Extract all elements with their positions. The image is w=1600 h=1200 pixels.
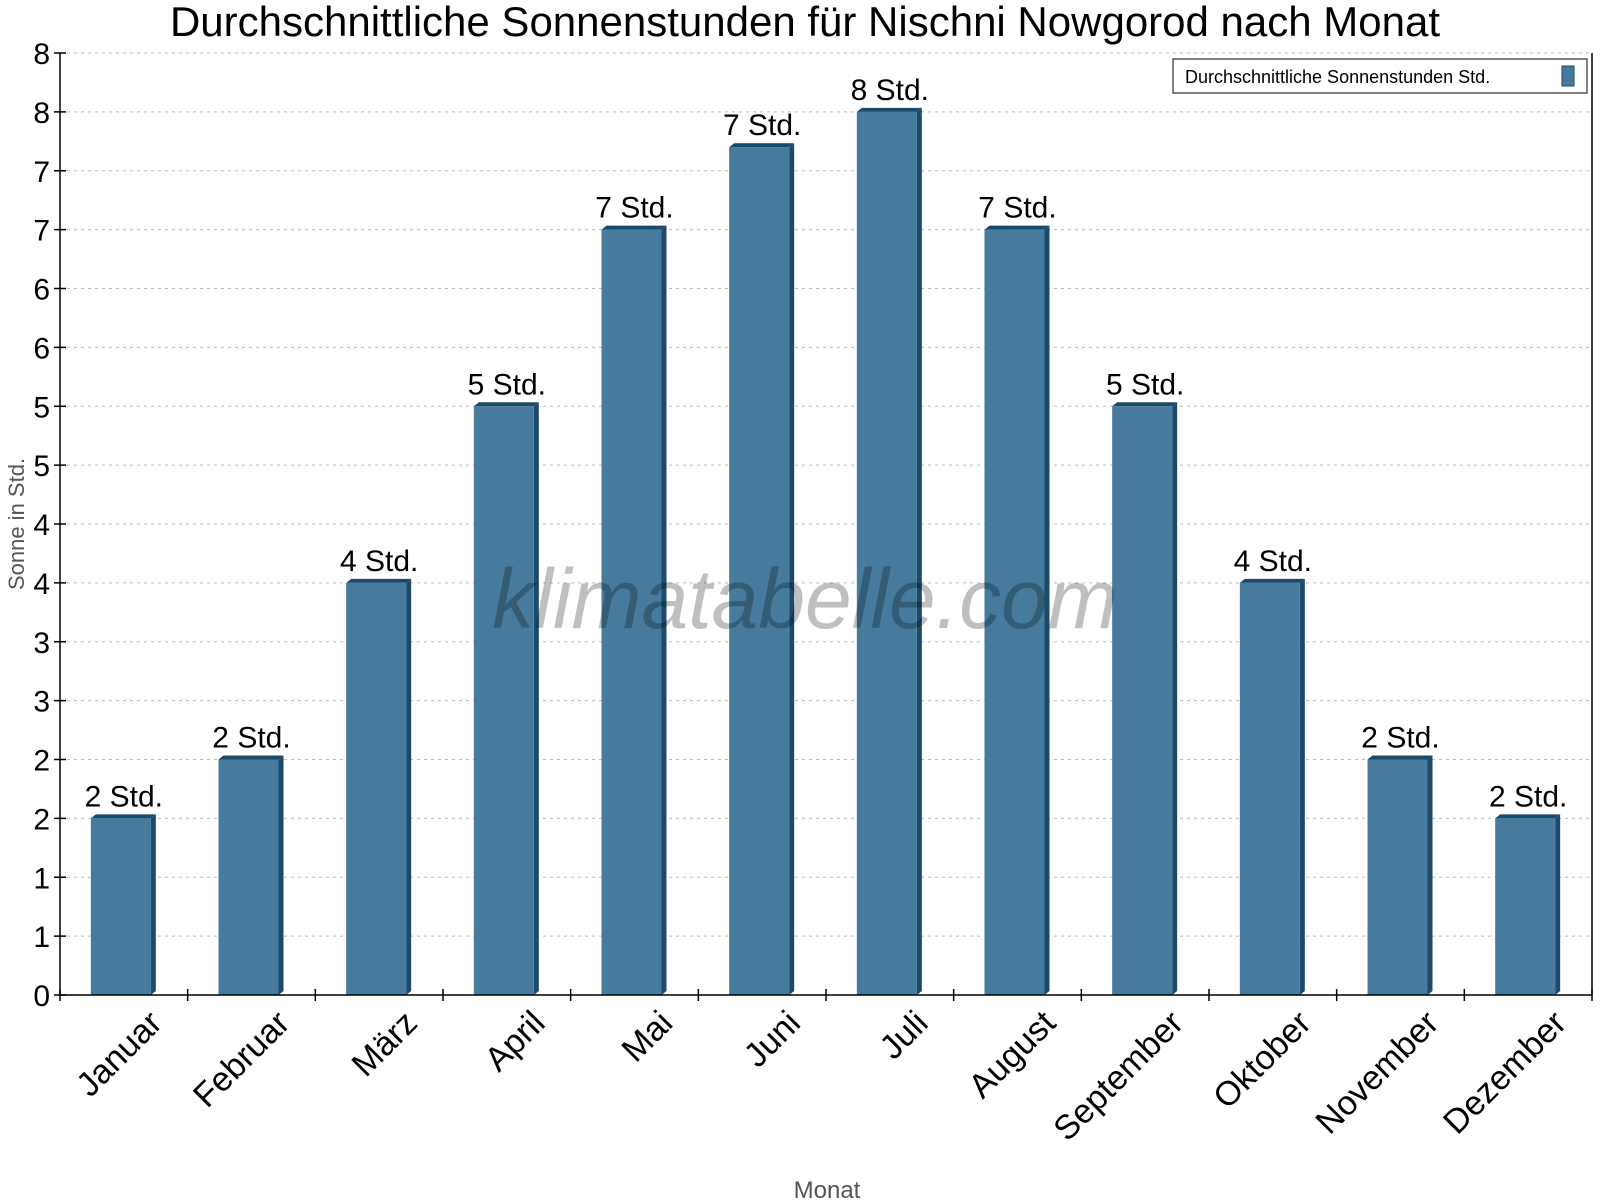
bar-top: [473, 402, 539, 407]
chart-title: Durchschnittliche Sonnenstunden für Nisc…: [170, 0, 1440, 45]
legend-label: Durchschnittliche Sonnenstunden Std.: [1185, 67, 1490, 87]
x-tick-label: März: [345, 1004, 425, 1084]
legend-box: [1172, 58, 1588, 94]
bar-top: [984, 225, 1050, 230]
bar-side: [1044, 225, 1050, 995]
bar: [1239, 582, 1300, 995]
gridlines: [60, 52, 1592, 937]
data-labels: 2 Std. 2 Std. 4 Std. 5 Std. 7 Std. 7 Std. 8 St…: [85, 74, 1568, 814]
bar: [90, 818, 151, 995]
bar-side: [533, 402, 539, 995]
y-tick-label: 2: [33, 803, 50, 836]
bar-top: [346, 578, 412, 583]
watermark: klimatabelle.com: [492, 552, 1118, 646]
x-tick-label: Dezember: [1436, 1004, 1574, 1142]
y-tick-label: 8: [33, 38, 50, 71]
legend: Durchschnittliche Sonnenstunden Std.: [1172, 58, 1588, 94]
data-label: 4 Std.: [340, 545, 418, 578]
data-label: 2 Std.: [85, 780, 163, 813]
y-tick-label: 7: [33, 215, 50, 248]
x-tick-label: Mai: [615, 1004, 681, 1070]
x-tick-label: Juni: [737, 1004, 808, 1075]
bar-side: [1299, 578, 1305, 995]
bar: [218, 759, 279, 995]
bar: [984, 229, 1045, 995]
bar-side: [1172, 402, 1178, 995]
y-tick-label: 3: [33, 686, 50, 719]
bar: [729, 147, 790, 995]
legend-swatch: [1561, 65, 1575, 87]
data-label: 5 Std.: [468, 368, 546, 401]
y-tick-label: 2: [33, 745, 50, 778]
y-tick-label: 4: [33, 568, 50, 601]
x-tick-label: August: [961, 1003, 1063, 1105]
x-tick-label: April: [478, 1004, 553, 1079]
y-tick-label: 5: [33, 450, 50, 483]
data-label: 5 Std.: [1106, 368, 1184, 401]
bar-side: [789, 143, 795, 995]
x-tick-label: Oktober: [1206, 1004, 1318, 1116]
bar-top: [856, 107, 922, 112]
y-tick-label: 6: [33, 274, 50, 307]
data-label: 2 Std.: [212, 722, 290, 755]
bar-side: [1427, 755, 1433, 995]
data-label: 8 Std.: [851, 74, 929, 107]
y-tick-label: 1: [33, 921, 50, 954]
data-label: 7 Std.: [723, 109, 801, 142]
bar: [346, 582, 407, 995]
y-tick-label: 8: [33, 97, 50, 130]
x-tick-label: Juli: [873, 1004, 936, 1067]
bar-top: [218, 755, 284, 760]
bar-side: [150, 814, 156, 995]
x-tick-label: Januar: [69, 1004, 169, 1104]
bars: [90, 107, 1561, 995]
bar-side: [278, 755, 284, 995]
data-label: 7 Std.: [595, 192, 673, 225]
bar: [856, 111, 917, 995]
bar: [601, 229, 662, 995]
bar-side: [916, 107, 922, 995]
bar: [473, 406, 534, 995]
bar: [1495, 818, 1556, 995]
y-axis-label: Sonne in Std.: [4, 458, 29, 590]
data-label: 4 Std.: [1234, 545, 1312, 578]
bar-top: [90, 814, 156, 819]
data-label: 2 Std.: [1361, 722, 1439, 755]
bar-side: [1555, 814, 1561, 995]
bar-top: [1239, 578, 1305, 583]
y-tick-label: 7: [33, 156, 50, 189]
data-label: 2 Std.: [1489, 780, 1567, 813]
y-tick-label: 5: [33, 391, 50, 424]
bar-top: [1495, 814, 1561, 819]
x-tick-label: Februar: [186, 1004, 297, 1115]
bar: [1112, 406, 1173, 995]
y-tick-label: 0: [33, 980, 50, 1013]
y-tick-label: 1: [33, 862, 50, 895]
y-tick-label: 3: [33, 627, 50, 660]
bar: [1367, 759, 1428, 995]
x-tick-label: November: [1308, 1004, 1446, 1142]
bar-top: [729, 143, 795, 148]
y-tick-label: 6: [33, 332, 50, 365]
bar-top: [601, 225, 667, 230]
x-tick-label: September: [1046, 1004, 1190, 1148]
bar-side: [661, 225, 667, 995]
bar-side: [406, 578, 412, 995]
bar-top: [1112, 402, 1178, 407]
data-label: 7 Std.: [978, 192, 1056, 225]
x-axis-label: Monat: [794, 1177, 861, 1200]
y-tick-label: 4: [33, 509, 50, 542]
bar-top: [1367, 755, 1433, 760]
